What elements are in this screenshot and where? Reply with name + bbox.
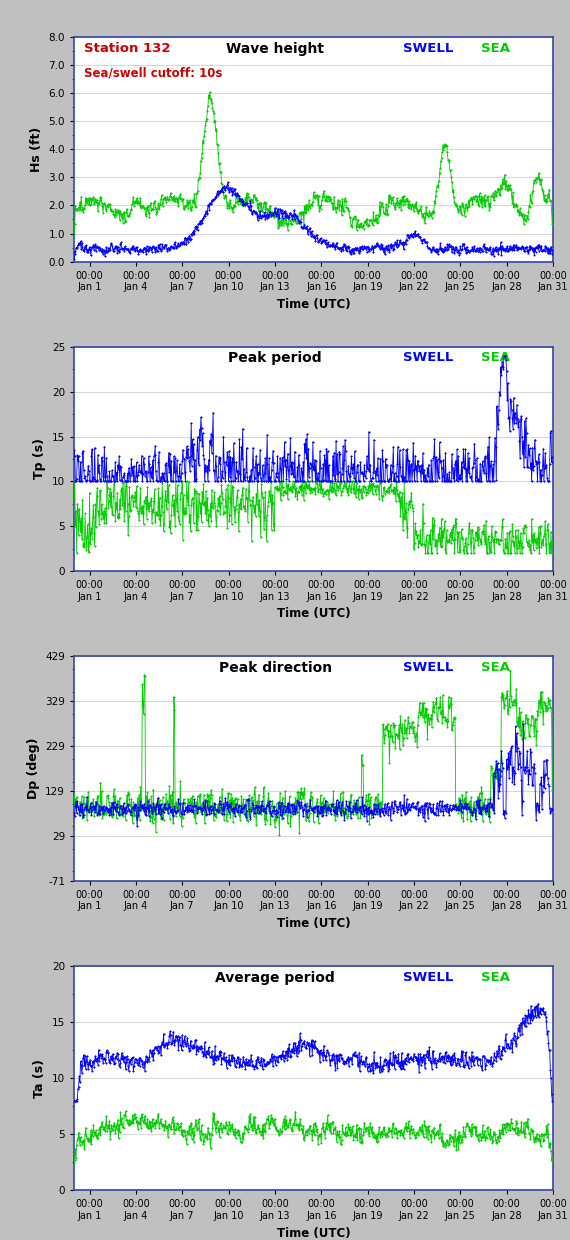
Text: Wave height: Wave height bbox=[226, 42, 324, 56]
X-axis label: Time (UTC): Time (UTC) bbox=[276, 1226, 351, 1240]
Text: SEA: SEA bbox=[481, 42, 510, 55]
Y-axis label: Tp (s): Tp (s) bbox=[33, 439, 46, 480]
Text: SEA: SEA bbox=[481, 661, 510, 673]
Y-axis label: Ta (s): Ta (s) bbox=[33, 1059, 46, 1097]
X-axis label: Time (UTC): Time (UTC) bbox=[276, 916, 351, 930]
Text: Peak period: Peak period bbox=[229, 351, 322, 366]
Y-axis label: Hs (ft): Hs (ft) bbox=[30, 126, 43, 172]
X-axis label: Time (UTC): Time (UTC) bbox=[276, 298, 351, 311]
Text: SWELL: SWELL bbox=[403, 971, 454, 983]
Text: Peak direction: Peak direction bbox=[219, 661, 332, 675]
Text: Average period: Average period bbox=[215, 971, 335, 985]
Text: SWELL: SWELL bbox=[403, 351, 454, 365]
Text: SEA: SEA bbox=[481, 351, 510, 365]
Text: SWELL: SWELL bbox=[403, 42, 454, 55]
Text: Station 132: Station 132 bbox=[84, 42, 170, 55]
Y-axis label: Dp (deg): Dp (deg) bbox=[27, 738, 40, 800]
Text: Sea/swell cutoff: 10s: Sea/swell cutoff: 10s bbox=[84, 67, 222, 79]
Text: SEA: SEA bbox=[481, 971, 510, 983]
X-axis label: Time (UTC): Time (UTC) bbox=[276, 608, 351, 620]
Text: SWELL: SWELL bbox=[403, 661, 454, 673]
